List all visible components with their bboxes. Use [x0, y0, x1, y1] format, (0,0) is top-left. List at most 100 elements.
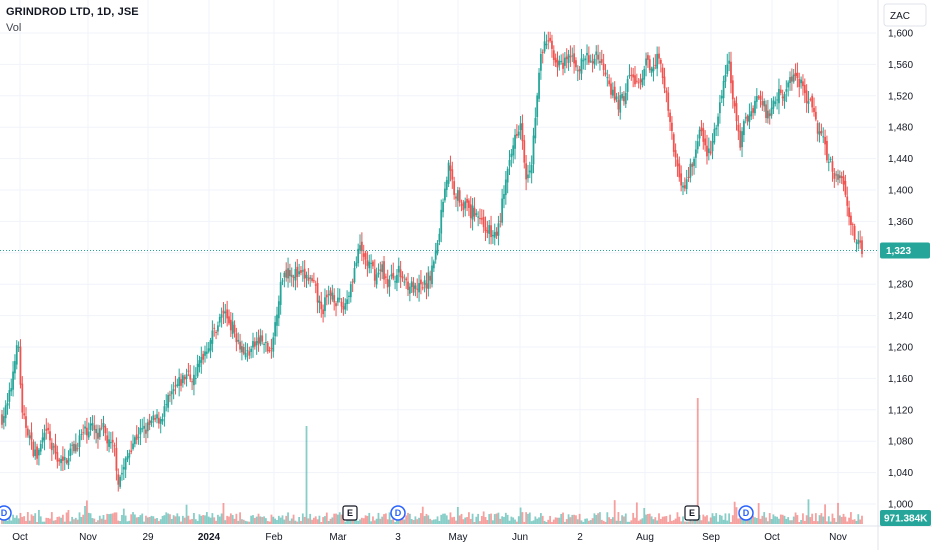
candle[interactable] [680, 165, 683, 192]
volume-bar[interactable] [512, 517, 515, 524]
volume-bar[interactable] [475, 516, 478, 524]
candle[interactable] [154, 414, 157, 423]
volume-bar[interactable] [202, 515, 205, 524]
volume-bar[interactable] [248, 521, 251, 524]
candle[interactable] [121, 464, 123, 481]
volume-bar[interactable] [104, 519, 107, 524]
volume-bar[interactable] [157, 521, 160, 524]
volume-bar[interactable] [244, 520, 247, 524]
candle[interactable] [824, 129, 826, 156]
candle[interactable] [728, 51, 731, 72]
volume-bar[interactable] [586, 518, 588, 524]
candle[interactable] [418, 274, 420, 302]
volume-bar[interactable] [39, 516, 42, 524]
volume-bar[interactable] [65, 512, 68, 524]
candle[interactable] [93, 415, 96, 440]
volume-bar[interactable] [78, 512, 81, 524]
volume-bar[interactable] [659, 518, 662, 524]
candle[interactable] [663, 67, 666, 94]
volume-bar[interactable] [493, 514, 496, 524]
candle[interactable] [261, 330, 264, 345]
candle[interactable] [69, 443, 72, 462]
volume-bar[interactable] [169, 514, 171, 524]
candle[interactable] [510, 148, 513, 168]
volume-bar[interactable] [630, 520, 633, 524]
volume-bar[interactable] [370, 521, 372, 524]
candle[interactable] [490, 215, 492, 245]
candle[interactable] [397, 257, 400, 283]
candle[interactable] [624, 83, 627, 108]
candle[interactable] [730, 51, 732, 94]
volume-bar[interactable] [408, 513, 411, 524]
candle[interactable] [833, 168, 836, 188]
candle[interactable] [241, 340, 243, 361]
candle[interactable] [39, 440, 42, 456]
volume-bar[interactable] [257, 513, 260, 524]
volume-bar[interactable] [802, 513, 804, 524]
volume-bar[interactable] [268, 521, 271, 524]
volume-bar[interactable] [528, 512, 531, 524]
candle[interactable] [599, 51, 601, 71]
volume-bar[interactable] [108, 514, 110, 524]
candle[interactable] [567, 49, 570, 71]
volume-bar[interactable] [619, 520, 622, 524]
candle[interactable] [180, 373, 182, 392]
candle[interactable] [517, 125, 520, 139]
volume-bar[interactable] [462, 519, 465, 524]
volume-bar[interactable] [541, 515, 544, 524]
candle[interactable] [731, 75, 734, 109]
candle[interactable] [335, 301, 337, 317]
candle[interactable] [523, 134, 526, 169]
candle[interactable] [122, 458, 125, 481]
candle[interactable] [528, 161, 531, 179]
candle[interactable] [779, 85, 782, 96]
candle[interactable] [97, 424, 99, 449]
candle[interactable] [233, 320, 236, 338]
volume-bar[interactable] [241, 519, 243, 524]
volume-bar[interactable] [613, 500, 616, 524]
candle[interactable] [288, 263, 291, 283]
candle[interactable] [63, 448, 66, 471]
volume-bar[interactable] [89, 513, 92, 524]
volume-bar[interactable] [811, 513, 814, 524]
volume-bar[interactable] [357, 520, 360, 524]
candle[interactable] [305, 271, 308, 288]
candle[interactable] [266, 341, 269, 354]
volume-bar[interactable] [128, 520, 131, 524]
volume-bar[interactable] [198, 514, 201, 524]
volume-bar[interactable] [176, 513, 179, 524]
candle[interactable] [60, 455, 62, 471]
volume-bar[interactable] [822, 516, 825, 524]
volume-bar[interactable] [685, 521, 688, 524]
volume-bar[interactable] [324, 516, 326, 524]
candle[interactable] [401, 271, 404, 282]
candle[interactable] [394, 275, 396, 290]
volume-bar[interactable] [436, 516, 439, 524]
candle[interactable] [508, 150, 511, 176]
candle[interactable] [591, 53, 594, 73]
candle[interactable] [685, 169, 688, 195]
volume-bar[interactable] [200, 515, 203, 524]
volume-bar[interactable] [702, 514, 705, 524]
candle[interactable] [309, 274, 312, 287]
volume-bar[interactable] [335, 513, 337, 524]
volume-bar[interactable] [351, 517, 354, 524]
volume-bar[interactable] [270, 514, 273, 524]
candle[interactable] [711, 133, 714, 160]
candle[interactable] [451, 161, 454, 189]
candle[interactable] [384, 273, 387, 284]
candle[interactable] [742, 119, 745, 143]
candle[interactable] [167, 392, 169, 413]
volume-bar[interactable] [718, 514, 721, 524]
volume-bar[interactable] [109, 513, 112, 524]
volume-bar[interactable] [803, 520, 806, 524]
volume-bar[interactable] [737, 518, 740, 524]
candle[interactable] [515, 124, 518, 139]
candle[interactable] [169, 390, 171, 403]
volume-bar[interactable] [853, 519, 856, 524]
volume-bar[interactable] [185, 504, 188, 524]
volume-bar[interactable] [490, 513, 492, 524]
candle[interactable] [362, 244, 365, 265]
volume-bar[interactable] [503, 516, 505, 524]
